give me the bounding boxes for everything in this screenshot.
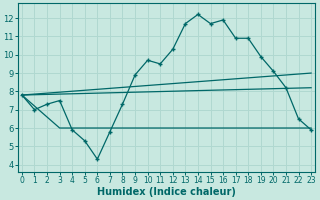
X-axis label: Humidex (Indice chaleur): Humidex (Indice chaleur) <box>97 187 236 197</box>
